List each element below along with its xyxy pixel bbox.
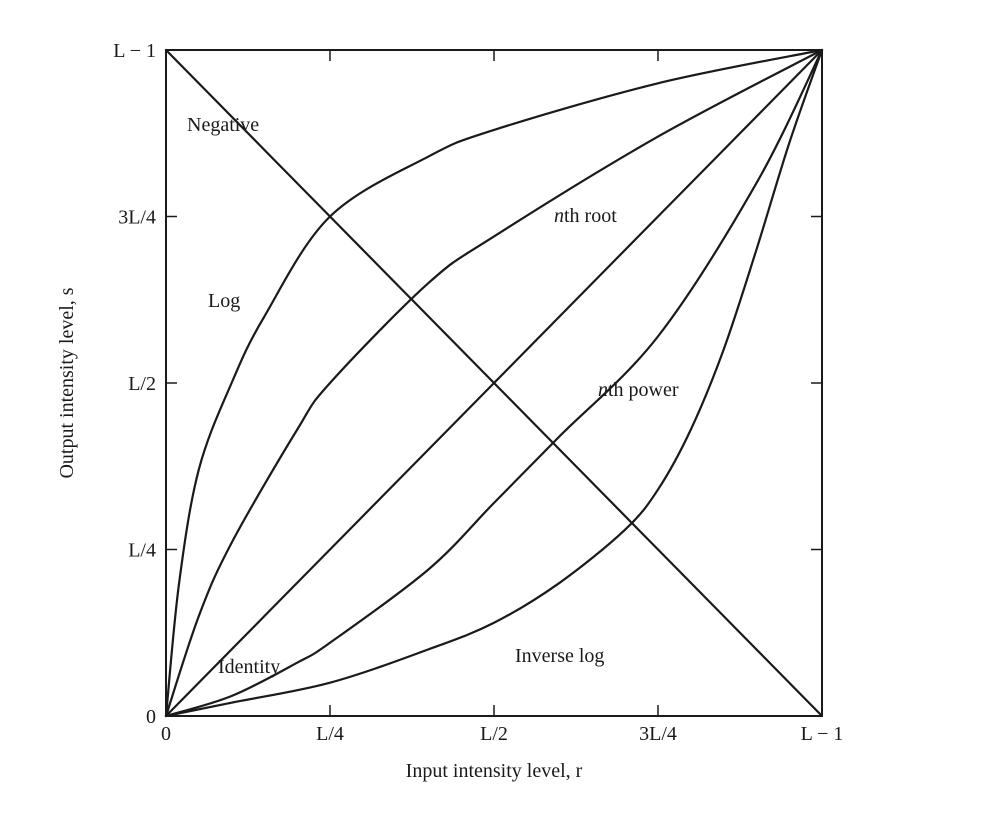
- tick-labels: 0 L/4 L/2 3L/4 L − 1 0 L/4 L/2 3L/4 L − 1: [113, 40, 843, 745]
- curve-nth-power: [164, 48, 824, 718]
- x-tick-label: L/4: [316, 723, 344, 745]
- curve-label-log: Log: [208, 290, 240, 312]
- y-axis-title: Output intensity level, s: [56, 287, 78, 478]
- curve-log: [164, 48, 824, 718]
- y-tick-label: L/2: [128, 373, 156, 395]
- curve-labels: Negative Log nth root Identity nth power Inve…: [187, 114, 679, 678]
- curve-inverse-log: [164, 48, 824, 718]
- curve-label-nth-power: nth power: [598, 379, 679, 401]
- tick-marks: [165, 49, 823, 717]
- curves: [164, 48, 824, 718]
- curve-nth-root: [164, 48, 824, 718]
- curve-label-negative: Negative: [187, 114, 259, 136]
- x-tick-label: 0: [161, 723, 171, 745]
- curve-label-nth-root: nth root: [554, 205, 617, 227]
- curve-label-identity: Identity: [218, 656, 280, 678]
- x-tick-label: L − 1: [801, 723, 844, 745]
- curve-label-inverse-log: Inverse log: [515, 645, 604, 667]
- curve-identity: [164, 48, 824, 718]
- x-tick-label: 3L/4: [639, 723, 677, 745]
- x-axis-title: Input intensity level, r: [406, 760, 583, 782]
- y-tick-label: 3L/4: [118, 207, 156, 229]
- y-tick-label: L − 1: [113, 40, 156, 62]
- y-tick-label: 0: [146, 706, 156, 728]
- y-tick-label: L/4: [128, 540, 156, 562]
- x-tick-label: L/2: [480, 723, 508, 745]
